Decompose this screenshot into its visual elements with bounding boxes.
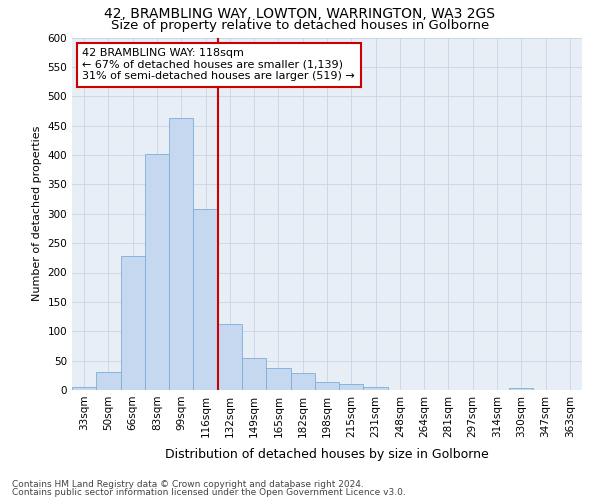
Text: Contains public sector information licensed under the Open Government Licence v3: Contains public sector information licen… — [12, 488, 406, 497]
X-axis label: Distribution of detached houses by size in Golborne: Distribution of detached houses by size … — [165, 448, 489, 461]
Bar — [145, 154, 169, 390]
Bar — [339, 384, 364, 390]
Bar — [193, 209, 218, 390]
Bar — [242, 358, 266, 390]
Bar — [266, 368, 290, 390]
Text: Contains HM Land Registry data © Crown copyright and database right 2024.: Contains HM Land Registry data © Crown c… — [12, 480, 364, 489]
Text: 42, BRAMBLING WAY, LOWTON, WARRINGTON, WA3 2GS: 42, BRAMBLING WAY, LOWTON, WARRINGTON, W… — [104, 8, 496, 22]
Bar — [290, 373, 315, 390]
Bar — [218, 324, 242, 390]
Bar — [72, 387, 96, 390]
Bar — [315, 382, 339, 390]
Bar — [364, 387, 388, 390]
Bar — [169, 118, 193, 390]
Bar — [121, 256, 145, 390]
Bar — [96, 372, 121, 390]
Text: 42 BRAMBLING WAY: 118sqm
← 67% of detached houses are smaller (1,139)
31% of sem: 42 BRAMBLING WAY: 118sqm ← 67% of detach… — [82, 48, 355, 82]
Bar — [509, 388, 533, 390]
Y-axis label: Number of detached properties: Number of detached properties — [32, 126, 42, 302]
Text: Size of property relative to detached houses in Golborne: Size of property relative to detached ho… — [111, 18, 489, 32]
